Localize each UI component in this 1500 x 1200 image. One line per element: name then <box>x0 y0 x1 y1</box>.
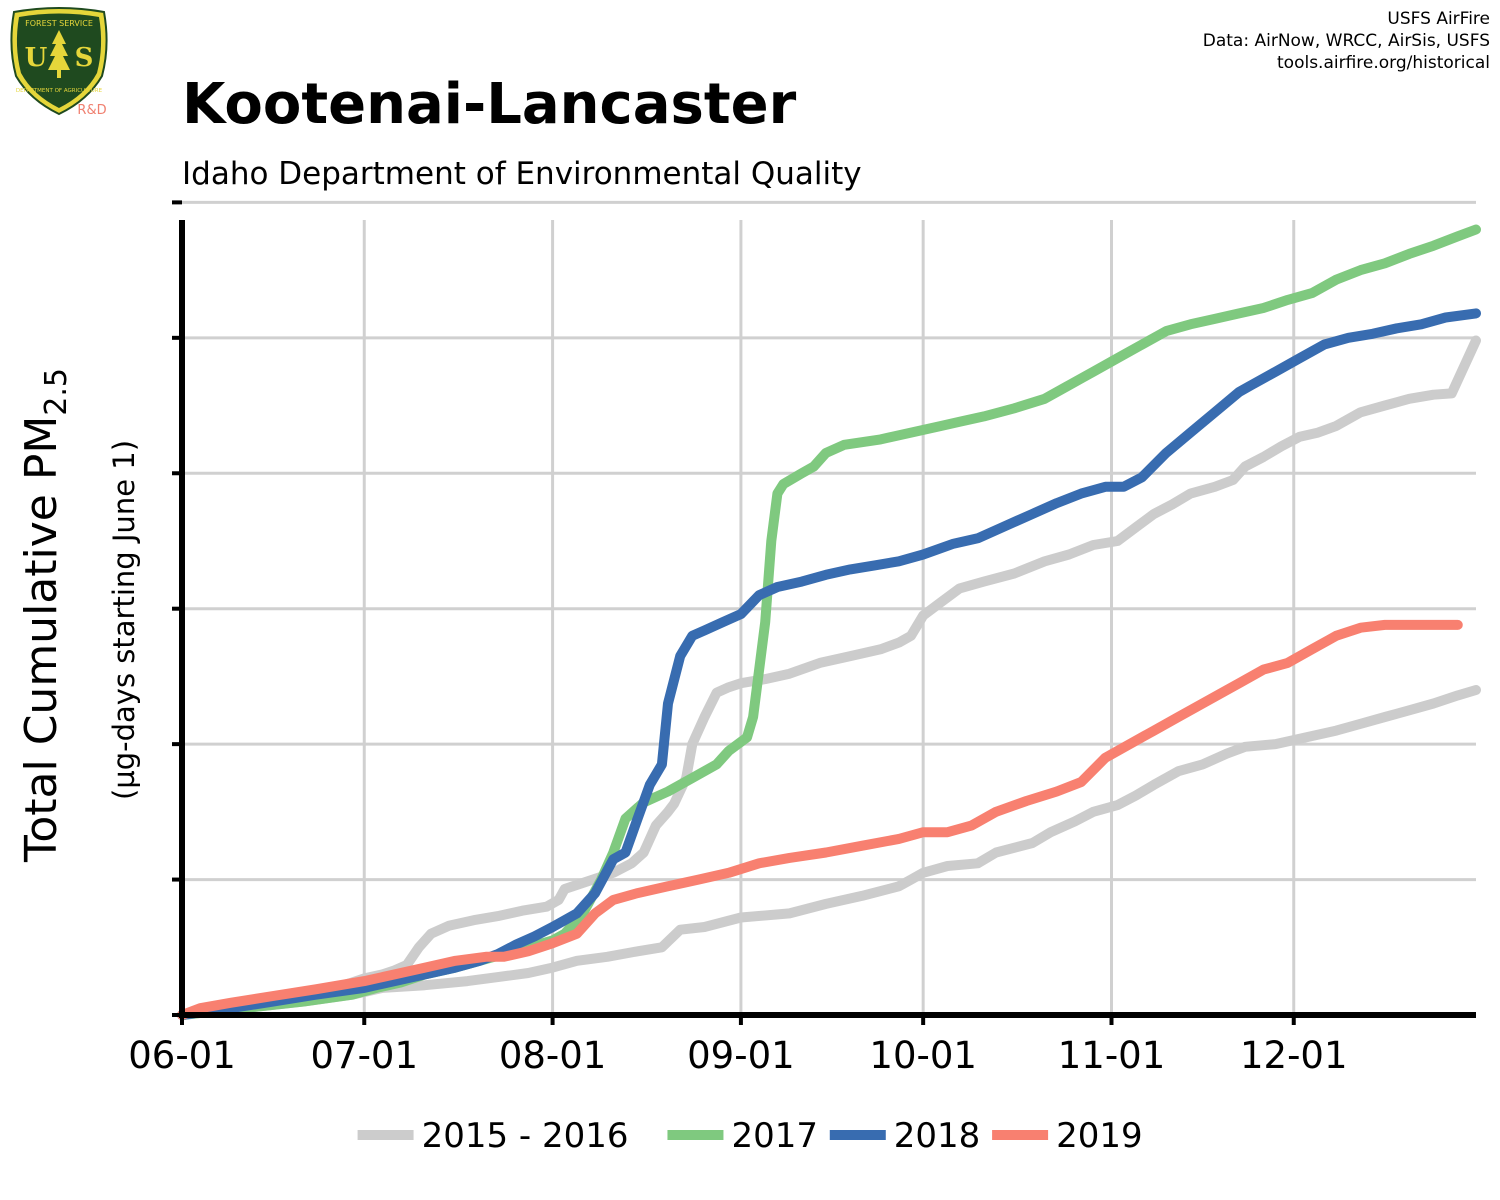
legend-label: 2019 <box>1056 1116 1143 1156</box>
legend-item-0: 2015 - 2016 <box>357 1116 629 1156</box>
tree-icon <box>48 30 70 78</box>
credits-block: USFS AirFire Data: AirNow, WRCC, AirSis,… <box>1203 8 1490 74</box>
y-axis-label: Total Cumulative PM2.5 (µg-days starting… <box>16 368 141 863</box>
legend-label: 2017 <box>731 1116 818 1156</box>
x-tick-label: 08-01 <box>499 1034 607 1077</box>
legend-item-2: 2018 <box>829 1116 981 1156</box>
x-tick-label: 11-01 <box>1058 1034 1166 1077</box>
series-lines <box>177 224 1481 1020</box>
usfs-shield-logo-icon: FOREST SERVICE U S DEPARTMENT OF AGRICUL… <box>10 7 108 118</box>
chart-legend: 2015 - 2016 2017 2018 2019 <box>357 1116 1143 1156</box>
legend-label: 2015 - 2016 <box>422 1116 629 1156</box>
x-tick-label: 07-01 <box>310 1034 418 1077</box>
legend-label: 2018 <box>894 1116 981 1156</box>
axes: 06-01 07-01 08-01 09-01 10-01 11-01 12-01 <box>128 200 1476 1077</box>
chart-title: Kootenai-Lancaster <box>182 72 797 137</box>
x-tick-label: 10-01 <box>869 1034 977 1077</box>
logo-letters-left: U <box>25 43 48 73</box>
series-line-2015-2016-0 <box>177 335 1481 1020</box>
logo-bottom-text: DEPARTMENT OF AGRICULTURE <box>16 88 103 94</box>
logo-top-text: FOREST SERVICE <box>25 19 93 28</box>
credit-source: USFS AirFire <box>1387 9 1490 29</box>
y-axis-title: Total Cumulative PM2.5 <box>16 368 74 863</box>
chart-subtitle: Idaho Department of Environmental Qualit… <box>182 156 862 192</box>
x-tick-label: 06-01 <box>128 1034 236 1077</box>
credit-url: tools.airfire.org/historical <box>1277 53 1490 73</box>
legend-item-1: 2017 <box>667 1116 818 1156</box>
series-line-2019-4 <box>177 619 1463 1020</box>
x-tick-label: 12-01 <box>1240 1034 1348 1077</box>
series-line-2018-3 <box>177 308 1481 1020</box>
series-line-2017-2 <box>177 224 1481 1020</box>
x-tick-label: 09-01 <box>687 1034 795 1077</box>
logo-rd-label: R&D <box>77 103 106 118</box>
series-line-2015-2016-1 <box>177 685 1481 1020</box>
grid-lines <box>182 200 1476 1015</box>
y-axis-units: (µg-days starting June 1) <box>107 440 141 800</box>
legend-item-3: 2019 <box>992 1116 1143 1156</box>
credit-data: Data: AirNow, WRCC, AirSis, USFS <box>1202 31 1490 51</box>
logo-letters-right: S <box>75 43 94 73</box>
